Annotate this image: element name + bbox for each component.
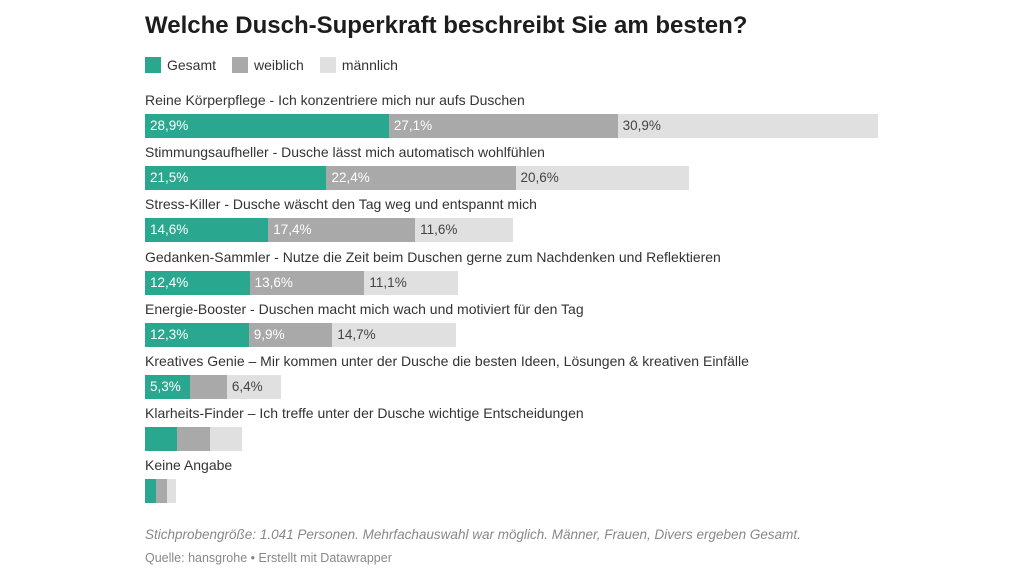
bar-segment-Gesamt: 5,3%: [145, 374, 190, 399]
stacked-bar: 12,3% 9,9% 14,7%: [145, 322, 457, 347]
category-label: Klarheits-Finder – Ich treffe unter der …: [145, 405, 584, 422]
legend-item: weiblich: [232, 57, 304, 73]
bar-segment-männlich: 11,1%: [364, 270, 459, 295]
legend-swatch: [319, 57, 336, 73]
stacked-bar: [145, 427, 243, 452]
category-label: Kreatives Genie – Mir kommen unter der D…: [145, 352, 749, 369]
bar-segment-Gesamt: 21,5%: [145, 166, 327, 191]
stacked-bar: 21,5% 22,4% 20,6%: [145, 166, 690, 191]
bar-segment-weiblich: 17,4%: [268, 218, 416, 243]
bar-segment-männlich: [209, 427, 243, 452]
bar-segment-weiblich: [177, 427, 210, 452]
stacked-bar: [145, 479, 177, 504]
stacked-bar: 14,6% 17,4% 11,6%: [145, 218, 513, 243]
legend-swatch: [232, 57, 249, 73]
bar-segment-weiblich: 9,9%: [248, 322, 333, 347]
stacked-bar: 12,4% 13,6% 11,1%: [145, 270, 459, 295]
category-label: Reine Körperpflege - Ich konzentriere mi…: [145, 92, 525, 108]
stacked-bar: 5,3% 6,4%: [145, 374, 281, 399]
bar-segment-Gesamt: 12,3%: [145, 322, 249, 347]
bar-segment-Gesamt: [145, 479, 156, 504]
category-label: Gedanken-Sammler - Nutze die Zeit beim D…: [145, 248, 721, 265]
legend-item: männlich: [319, 57, 398, 73]
stacked-bar: 28,9% 27,1% 30,9%: [145, 114, 879, 138]
bar-segment-männlich: [166, 479, 177, 504]
bar-segment-weiblich: 13,6%: [249, 270, 365, 295]
legend-label: weiblich: [254, 57, 304, 73]
bar-segment-männlich: 6,4%: [226, 374, 281, 399]
legend-item: Gesamt: [145, 57, 216, 73]
bar-segment-Gesamt: 14,6%: [145, 218, 269, 243]
legend-swatch: [145, 57, 161, 73]
category-label: Stimmungsaufheller - Dusche lässt mich a…: [145, 144, 545, 161]
legend-label: Gesamt: [167, 57, 217, 73]
bar-segment-Gesamt: [145, 427, 178, 452]
bar-segment-weiblich: 22,4%: [326, 166, 516, 191]
category-label: Stress-Killer - Dusche wäscht den Tag we…: [145, 196, 537, 213]
legend-label: männlich: [341, 57, 398, 73]
bar-segment-männlich: 14,7%: [332, 322, 457, 347]
chart-title: Welche Dusch-Superkraft beschreibt Sie a…: [145, 12, 748, 39]
bar-segment-Gesamt: 28,9%: [145, 114, 389, 138]
bar-segment-weiblich: [155, 479, 167, 504]
chart-note: Stichprobengröße: 1.041 Personen. Mehrfa…: [145, 527, 801, 542]
chart-source: Quelle: hansgrohe • Erstellt mit Datawra…: [145, 551, 392, 565]
bar-segment-weiblich: 27,1%: [388, 114, 618, 138]
bar-segment-männlich: 30,9%: [617, 114, 879, 138]
category-label: Keine Angabe: [145, 457, 233, 474]
bar-segment-Gesamt: 12,4%: [145, 270, 250, 295]
bar-segment-männlich: 11,6%: [415, 218, 513, 243]
bar-segment-männlich: 20,6%: [515, 166, 690, 191]
category-label: Energie-Booster - Duschen macht mich wac…: [145, 300, 584, 317]
bar-segment-weiblich: [189, 374, 227, 399]
legend: Gesamt weiblich männlich: [145, 57, 398, 73]
